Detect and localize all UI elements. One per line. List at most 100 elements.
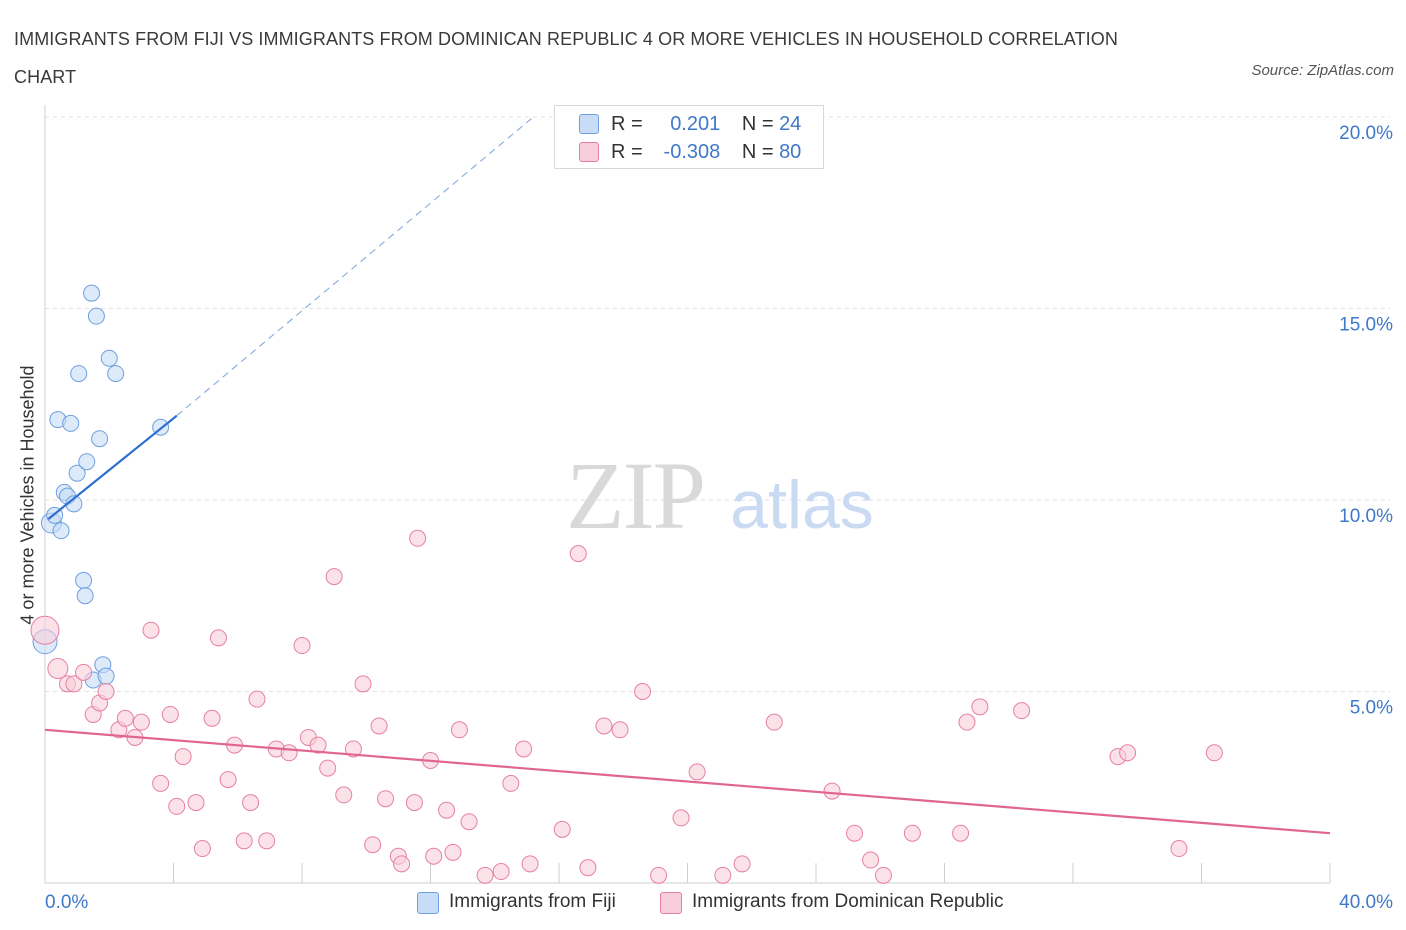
point-s1-64 <box>714 866 732 884</box>
point-s1-42 <box>405 794 423 812</box>
point-s1-57 <box>579 859 597 877</box>
grid-lines <box>45 116 1390 692</box>
fiji-r-label: R = <box>611 113 643 135</box>
point-s1-41 <box>393 855 411 873</box>
point-s0-9 <box>68 464 86 482</box>
point-s1-31 <box>309 736 327 754</box>
point-s1-21 <box>219 771 237 789</box>
point-s1-51 <box>492 863 510 881</box>
point-s1-67 <box>823 782 841 800</box>
legend-dominican-label: Immigrants from Dominican Republic <box>692 891 1004 912</box>
point-s1-38 <box>370 717 388 735</box>
point-s1-70 <box>874 866 892 884</box>
point-s1-9 <box>116 709 134 727</box>
point-s1-48 <box>450 721 468 739</box>
point-s1-56 <box>569 545 587 563</box>
point-s1-78 <box>1170 840 1188 858</box>
data-points <box>30 284 1223 884</box>
y-tick-label-0: 5.0% <box>1350 698 1393 719</box>
point-s1-39 <box>377 790 395 808</box>
point-s1-61 <box>650 866 668 884</box>
point-s1-15 <box>168 797 186 815</box>
point-s1-32 <box>319 759 337 777</box>
point-s1-13 <box>152 774 170 792</box>
legend-fiji-swatch <box>417 892 439 914</box>
point-s1-75 <box>1013 702 1031 720</box>
point-s1-53 <box>515 740 533 758</box>
fiji-r-value: 0.201 <box>670 113 721 135</box>
point-s1-24 <box>242 794 260 812</box>
trend-line-s1 <box>44 728 1331 835</box>
point-s1-34 <box>335 786 353 804</box>
watermark-atlas: atlas <box>730 467 874 543</box>
point-s1-28 <box>280 744 298 762</box>
fiji-swatch <box>579 114 599 134</box>
point-s0-4 <box>52 522 70 540</box>
point-s1-14 <box>161 705 179 723</box>
point-s0-11 <box>75 571 93 589</box>
point-s1-4 <box>75 663 93 681</box>
point-s1-65 <box>733 855 751 873</box>
point-s1-35 <box>344 740 362 758</box>
point-s0-7 <box>62 414 80 432</box>
dominican-swatch <box>579 142 599 162</box>
series-legend: Immigrants from Fiji Immigrants from Dom… <box>0 888 1406 916</box>
point-s1-45 <box>425 847 443 865</box>
source-label: Source: ZipAtlas.com <box>1251 62 1394 79</box>
dominican-n-value: 80 <box>779 141 802 163</box>
point-s0-21 <box>107 365 125 383</box>
point-s1-17 <box>187 794 205 812</box>
point-s1-62 <box>672 809 690 827</box>
legend-fiji-label: Immigrants from Fiji <box>449 891 616 912</box>
point-s1-19 <box>203 709 221 727</box>
point-s0-14 <box>83 284 101 302</box>
point-s1-71 <box>903 824 921 842</box>
point-s1-47 <box>444 843 462 861</box>
point-s1-43 <box>409 529 427 547</box>
dominican-stats: R = -0.308 N = 80 <box>611 139 801 165</box>
point-s1-0 <box>30 615 60 645</box>
point-s1-52 <box>502 774 520 792</box>
watermark-zip: ZIP <box>566 442 704 549</box>
point-s1-3 <box>65 675 83 693</box>
point-s1-72 <box>958 713 976 731</box>
chart-title: IMMIGRANTS FROM FIJI VS IMMIGRANTS FROM … <box>14 29 1118 87</box>
trend-lines <box>44 116 1331 835</box>
point-s0-10 <box>70 365 88 383</box>
point-s1-66 <box>765 713 783 731</box>
point-s1-29 <box>293 637 311 655</box>
stats-legend: R = 0.201 N = 24 R = -0.308 N = 80 <box>554 105 824 169</box>
point-s1-33 <box>325 568 343 586</box>
point-s1-23 <box>235 832 253 850</box>
fiji-n-label: N = <box>741 113 774 135</box>
point-s1-37 <box>364 836 382 854</box>
point-s1-46 <box>438 801 456 819</box>
watermark: ZIP atlas <box>566 442 874 549</box>
point-s1-77 <box>1119 744 1137 762</box>
point-s0-13 <box>78 453 96 471</box>
point-s1-16 <box>174 748 192 766</box>
point-s0-12 <box>76 587 94 605</box>
fiji-n-value: 24 <box>779 113 802 135</box>
point-s1-59 <box>611 721 629 739</box>
point-s1-18 <box>193 840 211 858</box>
point-s1-26 <box>258 832 276 850</box>
point-s0-17 <box>91 430 109 448</box>
point-s0-20 <box>100 349 118 367</box>
point-s1-1 <box>47 658 69 680</box>
y-tick-label-1: 10.0% <box>1339 506 1393 527</box>
point-s1-69 <box>862 851 880 869</box>
point-s1-20 <box>209 629 227 647</box>
point-s1-36 <box>354 675 372 693</box>
point-s1-79 <box>1205 744 1223 762</box>
point-s1-63 <box>688 763 706 781</box>
dominican-r-label: R = <box>611 141 643 163</box>
axes <box>44 105 1331 884</box>
trend-line-s0 <box>47 414 178 521</box>
point-s1-7 <box>97 683 115 700</box>
y-tick-label-2: 15.0% <box>1339 315 1393 336</box>
point-s1-11 <box>132 713 150 731</box>
dominican-n-label: N = <box>741 141 774 163</box>
point-s1-54 <box>521 855 539 873</box>
